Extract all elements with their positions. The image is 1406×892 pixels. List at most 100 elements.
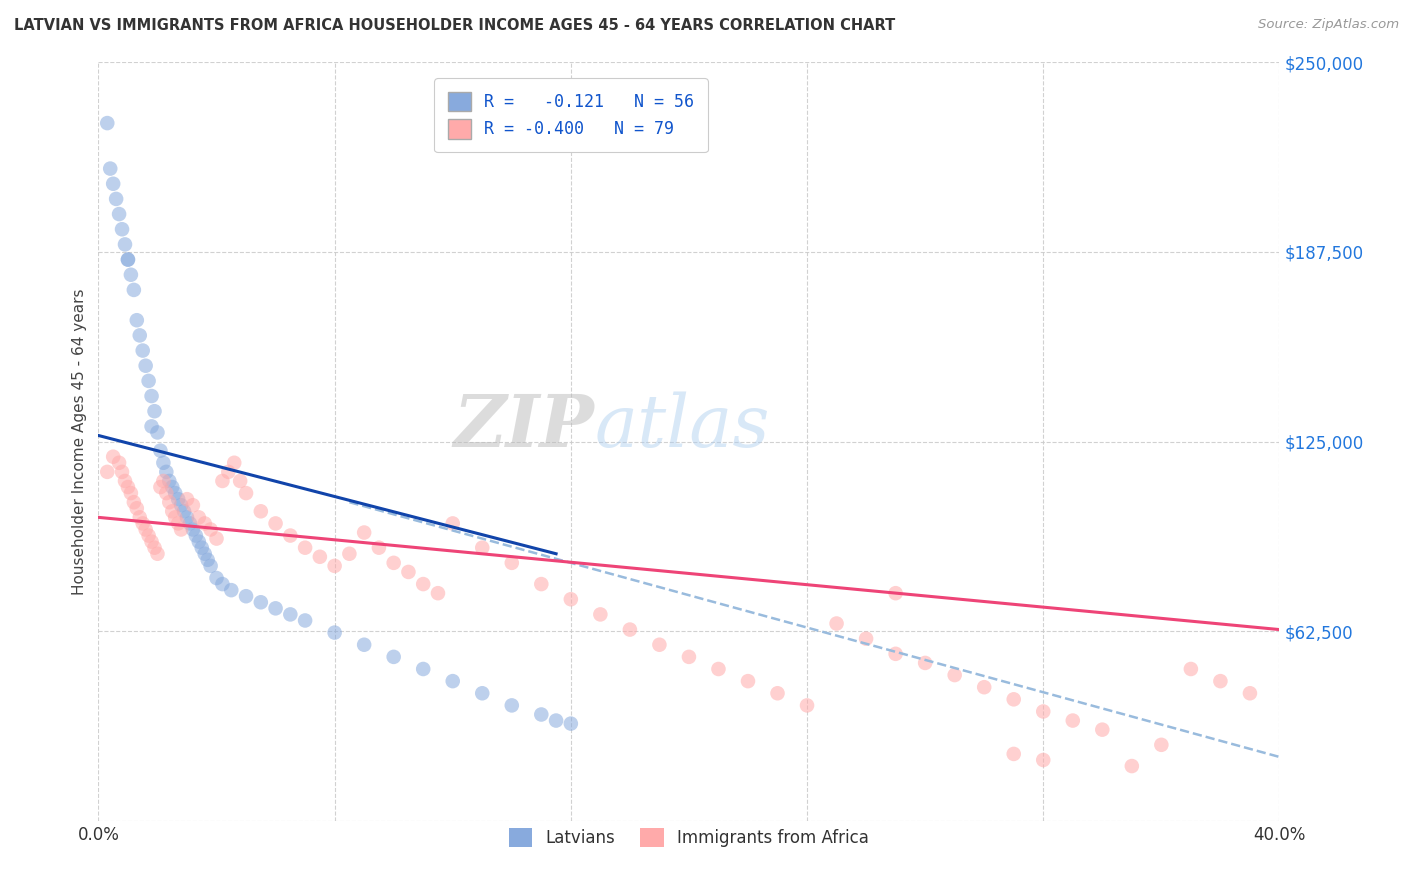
Point bbox=[353, 638, 375, 652]
Point bbox=[138, 374, 160, 388]
Point bbox=[103, 177, 125, 191]
Point bbox=[412, 662, 434, 676]
Point bbox=[143, 404, 166, 418]
Point bbox=[179, 516, 201, 531]
Point bbox=[1062, 714, 1084, 728]
Point bbox=[184, 528, 207, 542]
Point bbox=[412, 577, 434, 591]
Point bbox=[157, 474, 180, 488]
Point bbox=[200, 523, 222, 537]
Point bbox=[280, 528, 302, 542]
Point bbox=[280, 607, 302, 622]
Point bbox=[1150, 738, 1173, 752]
Point bbox=[108, 456, 131, 470]
Point bbox=[187, 510, 209, 524]
Point bbox=[211, 474, 233, 488]
Point bbox=[943, 668, 966, 682]
Point bbox=[117, 252, 139, 267]
Point bbox=[135, 523, 157, 537]
Point bbox=[120, 486, 142, 500]
Point bbox=[125, 501, 148, 516]
Point bbox=[111, 222, 134, 236]
Point bbox=[155, 465, 177, 479]
Point bbox=[229, 474, 252, 488]
Point bbox=[152, 456, 174, 470]
Point bbox=[339, 547, 361, 561]
Point bbox=[560, 716, 582, 731]
Point bbox=[398, 565, 420, 579]
Point bbox=[546, 714, 568, 728]
Point bbox=[135, 359, 157, 373]
Point bbox=[211, 577, 233, 591]
Point bbox=[914, 656, 936, 670]
Point bbox=[235, 589, 257, 603]
Point bbox=[619, 623, 641, 637]
Point bbox=[235, 486, 257, 500]
Text: LATVIAN VS IMMIGRANTS FROM AFRICA HOUSEHOLDER INCOME AGES 45 - 64 YEARS CORRELAT: LATVIAN VS IMMIGRANTS FROM AFRICA HOUSEH… bbox=[14, 18, 896, 33]
Point bbox=[162, 480, 183, 494]
Point bbox=[176, 492, 198, 507]
Point bbox=[96, 116, 118, 130]
Point bbox=[155, 486, 177, 500]
Point bbox=[323, 558, 346, 573]
Point bbox=[170, 498, 193, 512]
Point bbox=[382, 649, 405, 664]
Point bbox=[108, 207, 131, 221]
Point bbox=[128, 328, 150, 343]
Point bbox=[973, 680, 995, 694]
Point bbox=[200, 558, 222, 573]
Point bbox=[98, 161, 121, 176]
Point bbox=[141, 389, 163, 403]
Point bbox=[264, 601, 287, 615]
Point bbox=[173, 504, 195, 518]
Point bbox=[766, 686, 789, 700]
Point bbox=[149, 443, 172, 458]
Point bbox=[162, 504, 183, 518]
Point bbox=[353, 525, 375, 540]
Point bbox=[103, 450, 125, 464]
Point bbox=[132, 516, 155, 531]
Point bbox=[309, 549, 332, 564]
Point bbox=[530, 577, 553, 591]
Point bbox=[250, 595, 273, 609]
Point bbox=[250, 504, 273, 518]
Point bbox=[530, 707, 553, 722]
Point bbox=[224, 456, 246, 470]
Point bbox=[471, 686, 494, 700]
Point bbox=[855, 632, 877, 646]
Point bbox=[146, 425, 169, 440]
Point bbox=[120, 268, 142, 282]
Point bbox=[117, 252, 139, 267]
Point bbox=[125, 313, 148, 327]
Point bbox=[181, 498, 204, 512]
Y-axis label: Householder Income Ages 45 - 64 years: Householder Income Ages 45 - 64 years bbox=[72, 288, 87, 595]
Point bbox=[1002, 747, 1025, 761]
Point bbox=[884, 647, 907, 661]
Point bbox=[205, 571, 228, 585]
Point bbox=[294, 614, 316, 628]
Point bbox=[1091, 723, 1114, 737]
Point bbox=[170, 523, 193, 537]
Text: atlas: atlas bbox=[595, 391, 770, 462]
Point bbox=[138, 528, 160, 542]
Point bbox=[143, 541, 166, 555]
Point bbox=[1032, 705, 1054, 719]
Point bbox=[441, 674, 464, 689]
Point bbox=[157, 495, 180, 509]
Point bbox=[176, 510, 198, 524]
Point bbox=[165, 510, 187, 524]
Legend: Latvians, Immigrants from Africa: Latvians, Immigrants from Africa bbox=[502, 822, 876, 854]
Point bbox=[205, 532, 228, 546]
Point bbox=[167, 516, 190, 531]
Point bbox=[1239, 686, 1261, 700]
Point bbox=[323, 625, 346, 640]
Point bbox=[441, 516, 464, 531]
Point bbox=[165, 486, 187, 500]
Point bbox=[114, 237, 136, 252]
Point bbox=[825, 616, 848, 631]
Point bbox=[1180, 662, 1202, 676]
Point bbox=[1209, 674, 1232, 689]
Point bbox=[111, 465, 134, 479]
Point bbox=[589, 607, 612, 622]
Point bbox=[1002, 692, 1025, 706]
